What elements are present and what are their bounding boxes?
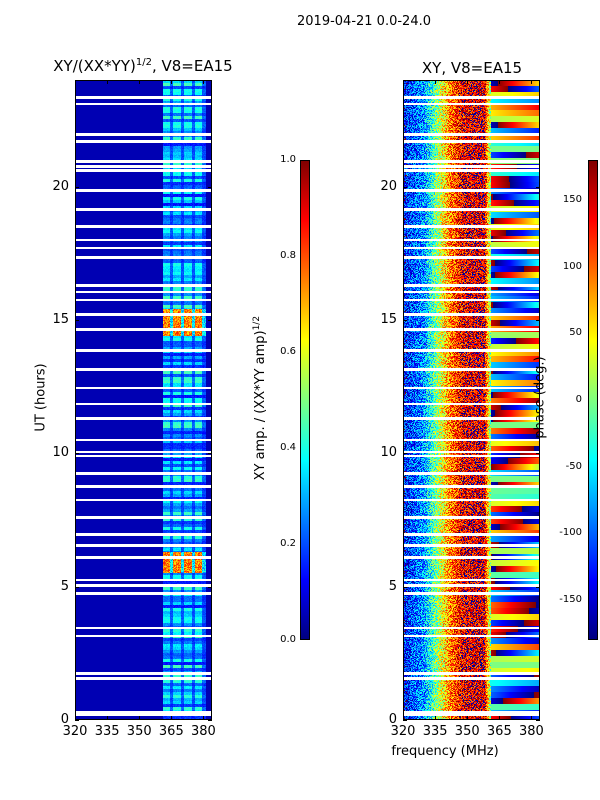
x-tick-mark (467, 716, 469, 720)
x-tick-mark (107, 716, 109, 720)
phase-heatmap (403, 80, 540, 720)
y-tick-mark (403, 586, 407, 588)
x-tick-mark-top (75, 80, 76, 84)
phase-colorbar-tick-label: 50 (569, 327, 582, 339)
y-tick-mark (75, 186, 79, 188)
y-tick-label: 20 (380, 178, 397, 194)
figure-suptitle: 2019-04-21 0.0-24.0 (297, 14, 431, 29)
x-tick-mark (171, 716, 173, 720)
y-tick-label: 10 (52, 445, 69, 461)
y-tick-mark-right (536, 453, 540, 455)
x-tick-mark (499, 716, 501, 720)
x-tick-mark (435, 716, 437, 720)
amp-colorbar-tick-label: 0.8 (280, 250, 296, 261)
phase-panel-title: XY, V8=EA15 (421, 59, 523, 77)
x-tick-label: 335 (422, 724, 448, 739)
x-tick-mark (403, 716, 404, 720)
y-tick-mark (403, 320, 407, 321)
y-tick-label: 15 (380, 312, 397, 327)
y-tick-label: 0 (388, 712, 397, 727)
amp-title-main: XY/(XX*YY) (53, 57, 136, 75)
y-tick-mark (75, 320, 79, 321)
amp-ylabel: UT (hours) (33, 363, 49, 432)
x-tick-label: 365 (486, 724, 512, 739)
amp-colorbar-tick-label: 0.0 (280, 634, 296, 645)
x-tick-mark (203, 716, 205, 720)
amp-title-tail: , V8=EA15 (151, 57, 233, 75)
y-tick-label: 0 (60, 712, 69, 727)
y-tick-mark-right (208, 186, 212, 188)
amp-colorbar-tick-label: 0.2 (280, 538, 296, 549)
amp-title-sup: 1/2 (135, 57, 152, 68)
phase-colorbar-tick-label: 0 (575, 394, 582, 405)
x-tick-mark-top (171, 80, 173, 84)
amp-panel-title: XY/(XX*YY)1/2, V8=EA15 (40, 57, 246, 75)
y-tick-label: 10 (380, 445, 397, 461)
amp-colorbar-tick-label: 0.6 (280, 346, 296, 357)
x-tick-mark-top (203, 80, 205, 84)
amp-colorbar (300, 160, 310, 640)
phase-axes-frame (403, 80, 540, 720)
y-tick-mark (403, 720, 407, 721)
y-tick-mark-right (536, 320, 540, 321)
phase-colorbar-tick-label: 150 (562, 194, 582, 205)
y-tick-mark-right (208, 320, 212, 321)
y-tick-label: 15 (52, 312, 69, 327)
phase-colorbar-tick-label: -150 (559, 594, 582, 605)
x-tick-label: 335 (94, 724, 120, 739)
x-tick-label: 320 (62, 724, 88, 739)
x-tick-mark (139, 716, 141, 720)
amp-colorbar-tick-label: 0.4 (280, 442, 296, 453)
y-tick-mark (75, 453, 79, 455)
amp-heatmap (75, 80, 212, 720)
x-tick-label: 380 (519, 724, 544, 739)
y-tick-mark-right (208, 720, 212, 721)
y-tick-label: 20 (52, 178, 69, 194)
amp-colorbar-label-sup: 1/2 (251, 315, 262, 331)
y-tick-mark-right (208, 453, 212, 455)
x-tick-mark-top (107, 80, 109, 84)
x-tick-mark-top (499, 80, 501, 84)
y-tick-mark-right (536, 586, 540, 588)
x-tick-mark-top (139, 80, 141, 84)
y-tick-mark-right (208, 586, 212, 588)
x-tick-mark-top (403, 80, 404, 84)
phase-xlabel: frequency (MHz) (391, 744, 499, 759)
phase-colorbar-tick-label: -50 (565, 460, 582, 472)
y-tick-mark (75, 720, 79, 721)
phase-colorbar (588, 160, 598, 640)
y-tick-mark (403, 453, 407, 455)
phase-colorbar-tick-label: -100 (559, 527, 582, 539)
x-tick-label: 380 (191, 724, 216, 739)
x-tick-mark-top (531, 80, 533, 84)
y-tick-label: 5 (60, 578, 69, 594)
phase-colorbar-label: phase (deg.) (532, 356, 548, 439)
amp-colorbar-tick-label: 1.0 (280, 154, 296, 165)
x-tick-mark (531, 716, 533, 720)
y-tick-label: 5 (388, 578, 397, 594)
amp-colorbar-label-main: XY amp. / (XX*YY amp) (253, 330, 269, 481)
x-tick-label: 320 (390, 724, 416, 739)
x-tick-mark (75, 716, 76, 720)
x-tick-label: 365 (158, 724, 184, 739)
amp-axes-frame (75, 80, 212, 720)
y-tick-mark (75, 586, 79, 588)
phase-colorbar-tick-label: 100 (562, 260, 582, 272)
y-tick-mark-right (536, 720, 540, 721)
amp-colorbar-frame (300, 160, 310, 640)
amp-colorbar-label: XY amp. / (XX*YY amp)1/2 (252, 298, 268, 498)
y-tick-mark-right (536, 186, 540, 188)
x-tick-mark-top (467, 80, 469, 84)
y-tick-mark (403, 186, 407, 188)
x-tick-mark-top (435, 80, 437, 84)
x-tick-label: 350 (454, 724, 480, 739)
phase-colorbar-frame (588, 160, 598, 640)
x-tick-label: 350 (126, 724, 152, 739)
